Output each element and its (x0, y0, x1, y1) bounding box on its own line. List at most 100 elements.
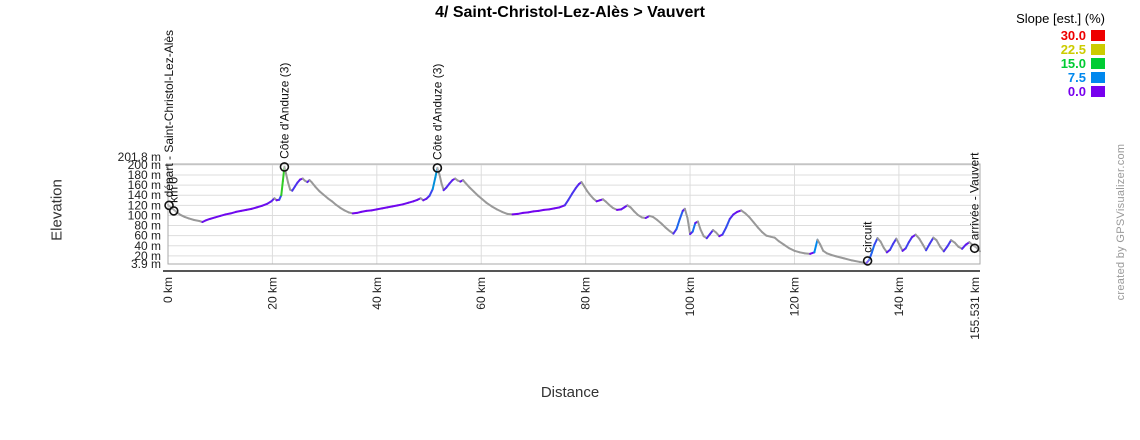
legend-row: 22.5 (1016, 41, 1105, 57)
legend-row: 15.0 (1016, 55, 1105, 71)
elevation-line-segment (571, 187, 577, 195)
elevation-line-segment (567, 192, 574, 201)
elevation-line-segment (918, 237, 924, 246)
x-tick-label: 120 km (787, 277, 801, 316)
elevation-line-segment (314, 185, 321, 193)
elevation-line-segment (904, 241, 910, 250)
waypoint-marker (432, 163, 443, 173)
plot-frame (167, 163, 981, 265)
elevation-line-segment (280, 180, 284, 197)
y-axis-title: Elevation (48, 179, 66, 241)
legend-swatch (1091, 57, 1105, 69)
elevation-line-segment (725, 217, 731, 229)
y-tick-label: 140 m (128, 188, 161, 202)
legend-swatch (1091, 71, 1105, 83)
elevation-line-segment (438, 173, 443, 185)
x-tick-label: 0 km (161, 277, 175, 303)
elevation-line-segment (678, 209, 684, 221)
legend-swatch (1091, 29, 1105, 41)
elevation-line-segment (752, 221, 759, 229)
legend-value: 30.0 (1060, 27, 1086, 43)
elevation-line-segment (748, 216, 755, 224)
elevation-line-segment (428, 188, 434, 197)
y-tick-label: 201.8 m (118, 150, 161, 164)
elevation-line-segment (946, 239, 953, 248)
x-tick-label: 100 km (683, 277, 697, 316)
elevation-line-segment (850, 259, 861, 263)
waypoint-label: Côte d'Anduze (3) (277, 63, 291, 159)
elevation-line-segment (691, 222, 697, 233)
elevation-line-segment (699, 228, 705, 238)
y-tick-label: 60 m (134, 229, 161, 243)
elevation-line-segment (783, 243, 791, 250)
y-tick-label: 20 m (134, 249, 161, 263)
elevation-line-segment (683, 207, 689, 219)
waypoint-label: km 0 (167, 177, 181, 203)
x-tick-label: 20 km (265, 277, 279, 310)
x-axis-title: Distance (540, 384, 600, 401)
y-tick-label: 80 m (134, 219, 161, 233)
waypoint-label: circuit (861, 221, 875, 253)
elevation-line-segment (898, 243, 904, 252)
waypoint-label: arrivée - Vauvert (968, 152, 982, 240)
watermark: created by GPSVisualizer.com (1115, 143, 1127, 301)
y-tick-label: 200 m (128, 158, 161, 172)
elevation-line-segment (819, 243, 825, 252)
elevation-line-segment (843, 257, 853, 262)
x-tick-label: 155.531 km (968, 277, 982, 340)
waypoint-marker (168, 206, 179, 216)
legend-row: 30.0 (1016, 27, 1105, 43)
elevation-line-segment (490, 205, 498, 211)
y-tick-label: 40 m (134, 239, 161, 253)
y-tick-label: 120 m (128, 198, 161, 212)
y-tick-label: 100 m (128, 208, 161, 222)
elevation-line-segment (675, 218, 681, 231)
elevation-line-segment (935, 239, 942, 248)
elevation-line-segment (431, 176, 437, 191)
legend-row: 0.0 (1016, 83, 1105, 99)
waypoint-label: départ - Saint-Christol-Lez-Alès (162, 30, 176, 197)
elevation-line-segment (696, 220, 702, 231)
elevation-line-segment (563, 198, 570, 207)
elevation-line-segment (868, 251, 873, 261)
y-tick-label: 3.9 m (131, 257, 161, 271)
legend-value: 7.5 (1067, 69, 1086, 85)
elevation-line-segment (879, 240, 885, 249)
elevation-line-segment (835, 255, 846, 260)
elevation-line-segment (287, 181, 292, 191)
x-tick-label: 40 km (370, 277, 384, 310)
legend-value: 15.0 (1060, 55, 1086, 71)
legend-swatch (1091, 43, 1105, 55)
legend-rows: 30.0 22.5 15.0 7.5 0.0 (1016, 27, 1105, 99)
elevation-line-segment (464, 182, 471, 189)
legend-value: 0.0 (1067, 83, 1086, 99)
elevation-line-segment (928, 236, 935, 245)
chart-title: 4/ Saint-Christol-Lez-Alès > Vauvert (435, 4, 705, 21)
elevation-line-segment (756, 226, 764, 234)
waypoint-marker (862, 256, 873, 266)
elevation-line-segment (813, 238, 819, 254)
legend-title: Slope [est.] (%) (1016, 11, 1105, 26)
legend-row: 7.5 (1016, 69, 1105, 85)
elevation-line-segment (485, 201, 493, 208)
elevation-line-segment (870, 243, 876, 254)
waypoint-marker (969, 243, 980, 254)
elevation-line-segment (284, 172, 290, 184)
elevation-line-segment (873, 237, 879, 246)
elevation-line-segment (721, 226, 728, 236)
waypoint-label: Côte d'Anduze (3) (430, 64, 444, 160)
y-tick-label: 160 m (128, 178, 161, 192)
elevation-line-segment (440, 182, 445, 192)
elevation-line-segment (895, 237, 901, 246)
waypoint-marker (279, 162, 290, 172)
x-tick-label: 140 km (892, 277, 906, 316)
y-tick-label: 180 m (128, 168, 161, 182)
x-tick-label: 80 km (579, 277, 593, 310)
legend-value: 22.5 (1060, 41, 1086, 57)
elevation-line-segment (942, 245, 949, 253)
elevation-line-segment (777, 240, 786, 246)
elevation-line-segment (889, 242, 895, 251)
elevation-line-segment (925, 242, 931, 252)
